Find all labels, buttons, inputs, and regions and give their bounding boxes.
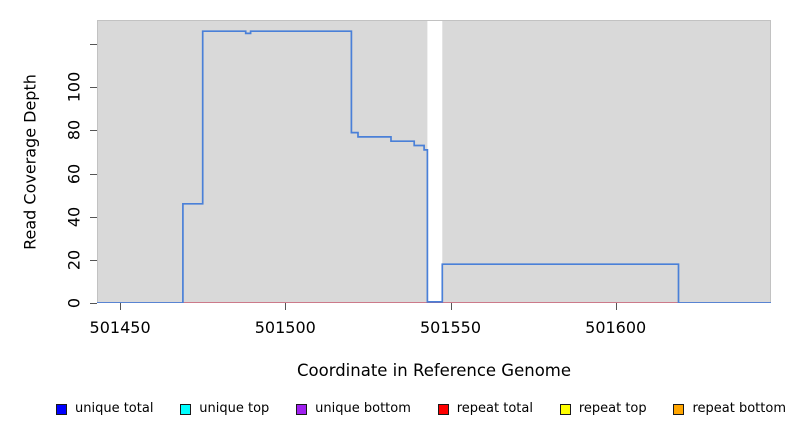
y-tick-mark xyxy=(90,130,97,132)
legend-label: repeat total xyxy=(456,401,533,416)
y-tick-mark xyxy=(90,259,97,261)
x-tick-label: 501550 xyxy=(419,318,482,337)
y-tick-label-text: 0 xyxy=(64,297,84,309)
repeat-top-swatch-icon xyxy=(559,403,571,415)
repeat-bottom-swatch-icon xyxy=(673,403,685,415)
y-tick-mark xyxy=(90,216,97,218)
legend-label: unique top xyxy=(199,401,270,416)
x-tick-label: 501450 xyxy=(89,318,151,337)
y-tick-label-text: 80 xyxy=(64,120,84,141)
plot-area xyxy=(97,20,771,303)
x-tick-mark xyxy=(615,303,617,310)
x-tick-mark xyxy=(450,303,452,310)
legend: unique total unique top unique bottom repea… xyxy=(56,398,786,420)
legend-item-repeat-total: repeat total xyxy=(437,401,533,416)
legend-item-repeat-bottom: repeat bottom xyxy=(673,402,786,416)
legend-item-unique-total: unique total xyxy=(56,402,153,416)
legend-item-unique-top: unique top xyxy=(180,402,269,416)
unique-top-swatch-icon xyxy=(180,403,192,415)
y-tick-label-text: 20 xyxy=(64,249,84,271)
unique-bottom-swatch-icon xyxy=(296,403,308,415)
y-tick-mark xyxy=(90,87,97,89)
unique-total-swatch-icon xyxy=(56,403,67,415)
y-tick-label-text: 60 xyxy=(64,163,84,184)
legend-label: unique bottom xyxy=(315,401,411,416)
coverage-plot-svg xyxy=(97,20,771,303)
legend-item-unique-bottom: unique bottom xyxy=(296,402,411,416)
y-tick-mark xyxy=(90,303,97,304)
no-data-band xyxy=(427,21,443,303)
legend-item-repeat-top: repeat top xyxy=(559,401,647,416)
y-tick-label-text: 100 xyxy=(64,72,84,103)
legend-label: unique total xyxy=(75,401,154,416)
y-tick-label-text: 40 xyxy=(64,206,84,227)
x-tick-label: 501600 xyxy=(585,318,647,337)
x-tick-label: 501500 xyxy=(254,318,316,337)
legend-label: repeat bottom xyxy=(692,401,786,416)
x-axis-title: Coordinate in Reference Genome xyxy=(296,361,572,380)
legend-label: repeat top xyxy=(578,401,647,416)
x-tick-mark xyxy=(285,303,287,310)
y-tick-mark xyxy=(90,44,97,46)
series-line-unique-total xyxy=(97,30,771,303)
y-axis-title: Read Coverage Depth xyxy=(20,74,40,250)
y-tick-mark xyxy=(90,173,97,175)
x-tick-mark xyxy=(120,303,122,310)
repeat-total-swatch-icon xyxy=(437,403,449,415)
